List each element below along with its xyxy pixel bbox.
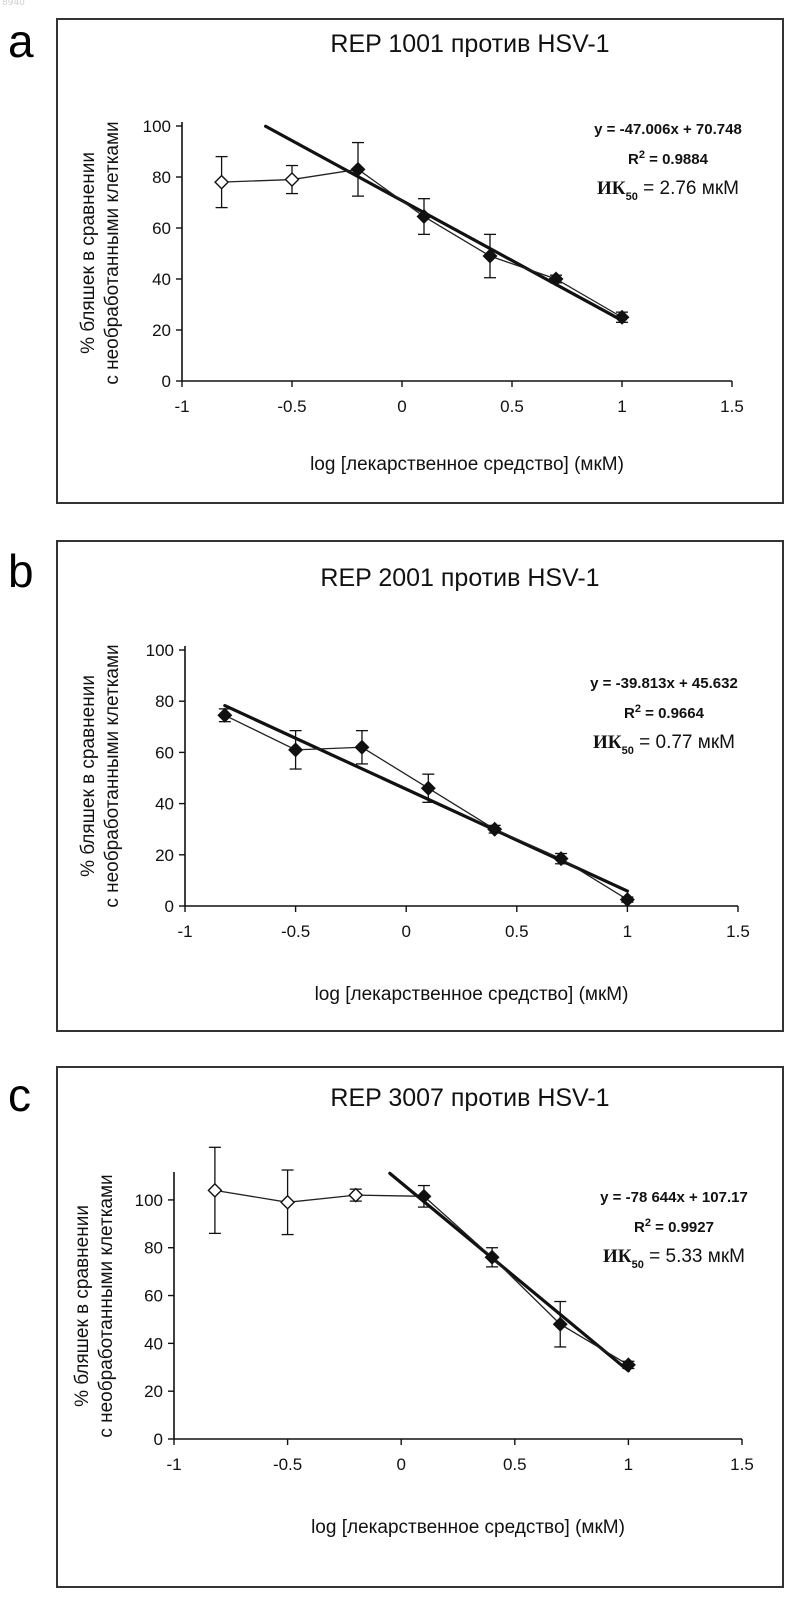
y-tick-label: 20 <box>144 1382 163 1401</box>
x-tick-label: 0 <box>396 1455 405 1474</box>
y-tick-label: 100 <box>135 1191 163 1210</box>
data-point <box>622 1358 635 1371</box>
y-axis-label-line-2: с необработанными клетками <box>96 1174 117 1437</box>
r-squared-prefix: R <box>634 1219 645 1236</box>
y-tick-label: 40 <box>144 1334 163 1353</box>
x-axis-label: log [лекарственное средство] (мкМ) <box>311 1517 625 1538</box>
data-point <box>349 1189 362 1202</box>
y-axis-label: % бляшек в сравнениис необработанными кл… <box>72 1174 117 1437</box>
y-axis-label-line-1: % бляшек в сравнении <box>72 1205 93 1407</box>
r-squared: R2 = 0.9927 <box>634 1217 714 1236</box>
x-tick-label: 1 <box>624 1455 633 1474</box>
y-tick-label: 0 <box>154 1430 163 1449</box>
x-tick-label: -0.5 <box>273 1455 302 1474</box>
y-tick-label: 60 <box>144 1287 163 1306</box>
x-tick-label: 0.5 <box>503 1455 527 1474</box>
ic50-number: = 5.33 мкМ <box>644 1246 745 1267</box>
trend-equation: y = -78 644x + 107.17 <box>600 1189 748 1206</box>
y-tick-label: 80 <box>144 1239 163 1258</box>
series-line <box>215 1190 629 1365</box>
ic50-prefix: ИК <box>603 1246 632 1267</box>
trendline <box>390 1173 629 1370</box>
ic50-value: ИК50 = 5.33 мкМ <box>603 1246 745 1271</box>
x-tick-label: 1.5 <box>730 1455 754 1474</box>
data-point <box>208 1184 221 1197</box>
ic50-subscript: 50 <box>632 1259 644 1271</box>
r-squared-value: = 0.9927 <box>651 1219 714 1236</box>
data-point <box>281 1196 294 1209</box>
chart-title: REP 3007 против HSV-1 <box>330 1084 609 1112</box>
x-tick-label: -1 <box>166 1455 181 1474</box>
